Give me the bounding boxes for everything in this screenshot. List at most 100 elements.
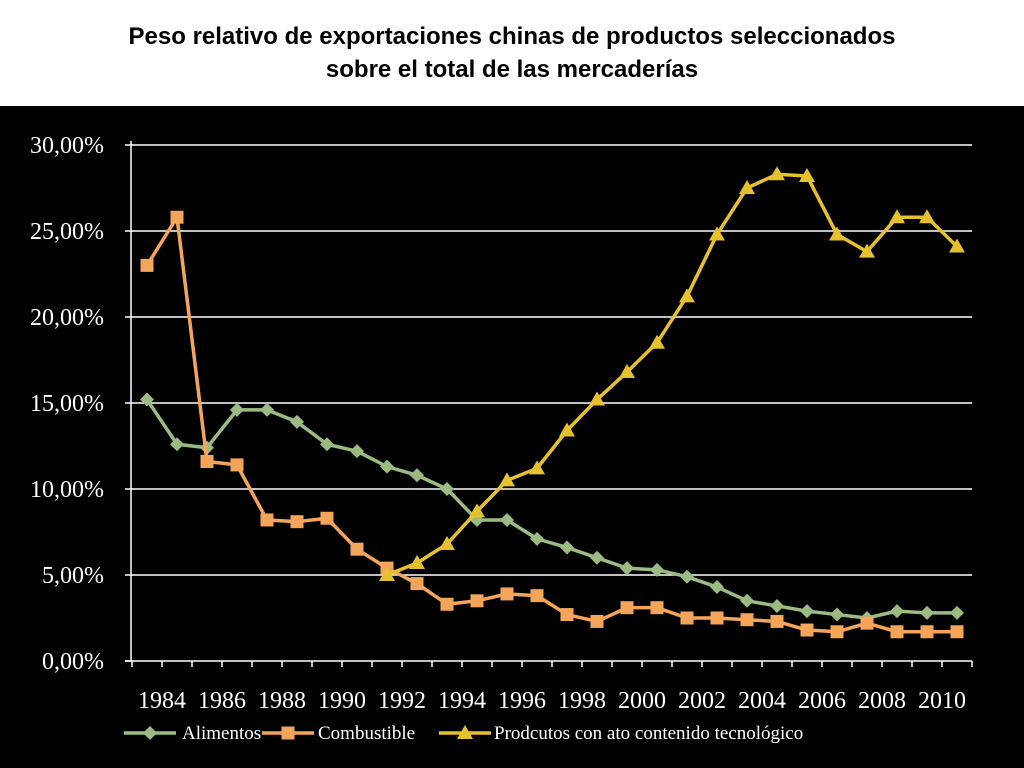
y-tick-label-6: 30,00% [30,133,104,159]
series-0-point-2005 [770,598,784,613]
series-1-point-2004 [740,613,754,627]
series-1 [140,210,964,639]
chart-title-line-2: sobre el total de las mercaderías [325,56,699,83]
y-tick-label-1: 5,00% [42,563,104,589]
series-0-point-1993 [410,468,424,483]
series-1-point-2010 [920,625,934,639]
series-2 [379,166,965,581]
series-0-point-2010 [920,605,934,620]
series-2-point-2010 [919,209,935,224]
series-0-point-1988 [260,402,274,417]
series-2-point-2001 [649,334,665,349]
series-0-point-1995 [470,512,484,527]
x-tick-label-1990: 1990 [318,688,366,714]
series-1-point-1997 [530,589,544,603]
legend-marker-2 [457,725,473,739]
series-2-point-2004 [739,180,755,194]
legend-item-2: Prodcutos con ato contenido tecnológico [439,723,803,744]
series-0-point-1991 [350,444,364,459]
series-0-point-1990 [320,437,334,452]
series-1-point-1999 [590,614,604,628]
series-0-point-2004 [740,593,754,608]
series-1-point-1998 [560,608,574,622]
series-2-point-1996 [499,472,515,487]
series-1-point-1984 [140,258,154,272]
chart-area: 0,00% 5,00% 10,00% 15,00% 20,00% 25,00% 30,00%… [0,106,1024,768]
legend-label-0: Alimentos [182,723,261,744]
series-1-point-1995 [470,594,484,608]
series-2-point-2011 [949,238,965,253]
x-tick-label-1996: 1996 [498,688,546,714]
series-0-point-2011 [950,605,964,620]
series-0-point-1985 [170,437,184,452]
legend-label-2: Prodcutos con ato contenido tecnológico [494,723,803,744]
x-tick-label-2004: 2004 [738,688,786,714]
series-2-point-2003 [709,226,725,241]
series-1-point-1989 [290,515,304,529]
series-0-point-1984 [140,392,154,407]
series-line-1 [145,215,957,634]
series-1-point-2009 [890,625,904,639]
series-2-point-1999 [589,391,605,406]
y-tick-label-4: 20,00% [30,305,104,331]
series-0-point-1992 [380,459,394,474]
series-2-point-2007 [829,226,845,241]
series-0-point-1994 [440,482,454,496]
series-line-0 [145,398,957,620]
x-tick-label-1994: 1994 [438,688,486,714]
series-0-point-2009 [890,604,904,619]
series-0-point-2002 [680,569,694,584]
series-1-point-2006 [800,623,814,637]
series-0-point-2006 [800,604,814,619]
series-0-point-2001 [650,562,664,577]
line-chart: 0,00% 5,00% 10,00% 15,00% 20,00% 25,00% 30,00%… [30,133,973,744]
series-1-point-1987 [230,458,244,472]
series-2-point-2005 [769,166,785,181]
series-0-point-1987 [230,402,244,417]
y-tick-label-0: 0,00% [42,649,104,675]
series-1-point-1986 [200,454,214,468]
series-2-point-2000 [619,364,635,379]
x-tick-label-2002: 2002 [678,688,726,714]
series-1-point-1996 [500,587,514,601]
chart-title: Peso relativo de exportaciones chinas de… [0,0,1024,106]
series-2-point-1998 [559,422,575,437]
y-tick-label-2: 10,00% [30,477,104,503]
x-tick-label-2008: 2008 [858,688,906,714]
series-1-point-2007 [830,625,844,639]
series-1-point-1991 [350,542,364,556]
series-2-point-1995 [469,503,485,518]
legend-marker-1 [281,726,295,740]
series-0-point-2000 [620,561,634,576]
series-1-point-2001 [650,601,664,615]
series-1-point-2000 [620,601,634,615]
x-tick-label-1992: 1992 [378,688,426,714]
x-tick-label-1998: 1998 [558,688,606,714]
series-0-point-1998 [560,540,574,555]
series-1-point-1994 [440,597,454,611]
series-2-point-1994 [439,536,455,551]
series-0-point-1989 [290,414,304,429]
series-1-point-1985 [170,210,184,224]
series-2-point-1992 [379,567,395,581]
series-1-point-1990 [320,511,334,525]
x-tick-label-1986: 1986 [198,688,246,714]
y-tick-label-5: 25,00% [30,219,104,245]
series-2-point-1997 [529,460,545,475]
series-0-point-2003 [710,580,724,595]
x-tick-label-2010: 2010 [918,688,966,714]
legend-label-1: Combustible [318,723,415,744]
y-tick-label-3: 15,00% [30,391,104,417]
x-tick-label-2006: 2006 [798,688,846,714]
x-tick-label-1988: 1988 [258,688,306,714]
x-tick-label-1984: 1984 [138,688,186,714]
series-1-point-2002 [680,611,694,625]
legend-marker-0 [143,726,157,740]
x-tick-label-2000: 2000 [618,688,666,714]
series-0-point-1999 [590,550,604,565]
series-1-point-2008 [860,616,874,630]
series-0-point-1996 [500,512,514,527]
series-2-point-2008 [859,243,875,258]
series-0-point-1997 [530,531,544,546]
series-2-point-1993 [409,554,425,569]
